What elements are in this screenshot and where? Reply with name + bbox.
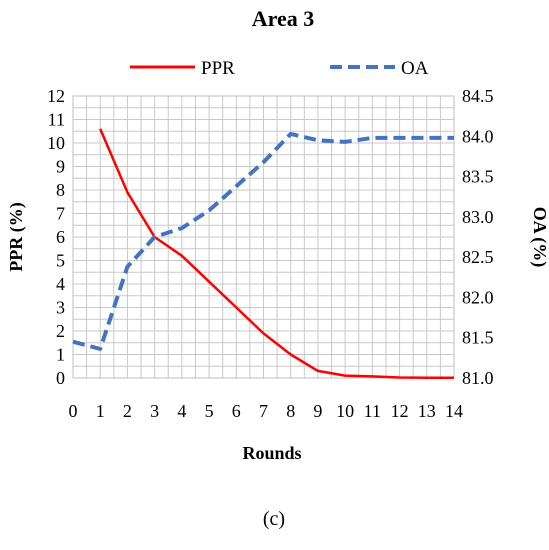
- x-tick-label: 2: [123, 401, 132, 421]
- y2-tick-label: 82.5: [462, 247, 494, 267]
- x-tick-label: 14: [445, 401, 463, 421]
- y2-tick-label: 81.5: [462, 328, 494, 348]
- y2-tick-label: 81.0: [462, 368, 494, 388]
- grid: [72, 95, 455, 379]
- y2-tick-label: 82.0: [462, 287, 494, 307]
- legend: PPR OA: [130, 58, 429, 79]
- x-tick-label: 11: [364, 401, 381, 421]
- y2-tick-label: 83.0: [462, 207, 494, 227]
- x-axis-label: Rounds: [242, 443, 301, 463]
- y-tick-label: 5: [56, 251, 65, 271]
- y2-tick-label: 84.5: [462, 86, 494, 106]
- series-line-oa: [72, 131, 454, 351]
- y2-tick-label: 84.0: [462, 126, 494, 146]
- y-tick-label: 0: [56, 368, 65, 388]
- x-axis-ticks: 0 1 2 3 4 5 6 7 8 9 10 11 12 13 14: [69, 401, 464, 421]
- x-tick-label: 13: [418, 401, 436, 421]
- y-tick-label: 1: [56, 345, 65, 365]
- x-tick-label: 6: [232, 401, 241, 421]
- x-tick-label: 9: [313, 401, 322, 421]
- y-tick-label: 3: [56, 298, 65, 318]
- series-line-ppr: [99, 128, 454, 380]
- x-tick-label: 8: [286, 401, 295, 421]
- x-tick-label: 7: [259, 401, 268, 421]
- x-tick-label: 3: [150, 401, 159, 421]
- y-tick-label: 6: [56, 227, 65, 247]
- x-tick-label: 5: [205, 401, 214, 421]
- y2-tick-label: 83.5: [462, 167, 494, 187]
- y-tick-label: 4: [56, 274, 65, 294]
- x-tick-label: 0: [69, 401, 78, 421]
- y-tick-label: 10: [47, 133, 65, 153]
- y-tick-label: 8: [56, 180, 65, 200]
- y-tick-label: 12: [47, 86, 65, 106]
- x-tick-label: 4: [177, 401, 186, 421]
- legend-label-ppr: PPR: [201, 58, 235, 79]
- chart-title: Area 3: [252, 6, 315, 31]
- y-tick-label: 7: [56, 204, 65, 224]
- y2-axis-ticks: 81.0 81.5 82.0 82.5 83.0 83.5 84.0 84.5: [462, 86, 494, 388]
- plot-border: [72, 95, 455, 379]
- x-tick-label: 1: [96, 401, 105, 421]
- y-axis-label: PPR (%): [6, 202, 27, 271]
- y-tick-label: 11: [48, 110, 65, 130]
- series-lines: [72, 128, 454, 380]
- x-tick-label: 10: [336, 401, 354, 421]
- y-tick-label: 2: [56, 321, 65, 341]
- legend-label-oa: OA: [401, 58, 429, 79]
- figure-caption: (c): [263, 508, 285, 530]
- y2-axis-label: OA (%): [529, 207, 549, 268]
- x-tick-label: 12: [391, 401, 409, 421]
- y-tick-label: 9: [56, 157, 65, 177]
